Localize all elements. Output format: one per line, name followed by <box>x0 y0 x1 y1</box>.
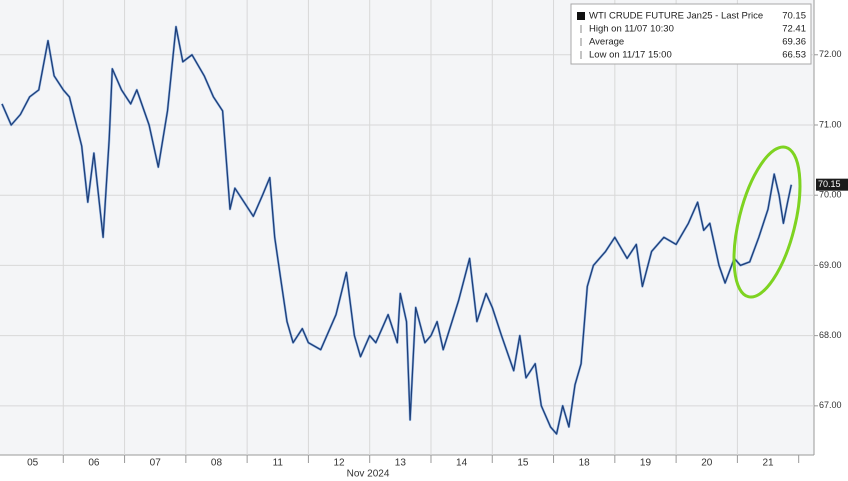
plot-background <box>0 0 814 455</box>
grid <box>0 0 814 455</box>
y-tick-label: 69.00 <box>819 260 842 270</box>
x-tick-label: 06 <box>88 458 100 469</box>
marks <box>0 25 793 436</box>
x-tick-label: 11 <box>273 458 284 469</box>
legend-swatch <box>577 12 585 20</box>
y-tick-label: 70.00 <box>819 190 842 200</box>
legend-label: Average <box>589 37 624 48</box>
legend-label: Low on 11/17 15:00 <box>589 50 672 61</box>
price-line <box>1 26 792 435</box>
y-tick-label: 72.00 <box>819 49 842 59</box>
legend-value: 70.15 <box>782 11 806 22</box>
x-tick-label: 20 <box>701 458 713 469</box>
last-price-tag <box>816 178 848 191</box>
highlight-ellipse <box>732 145 802 299</box>
x-tick-label: 08 <box>211 458 223 469</box>
legend-label: High on 11/07 10:30 <box>589 24 674 35</box>
y-tick-label: 67.00 <box>819 400 842 410</box>
last-price-label: 70.15 <box>818 179 841 189</box>
x-tick-label: 21 <box>762 458 774 469</box>
legend-label: WTI CRUDE FUTURE Jan25 - Last Price <box>589 11 763 22</box>
x-tick-label: 05 <box>27 458 39 469</box>
x-tick-label: 19 <box>640 458 652 469</box>
x-tick-label: 13 <box>395 458 407 469</box>
x-tick-label: 07 <box>150 458 162 469</box>
x-tick-label: 12 <box>333 458 345 469</box>
x-tick-label: 18 <box>579 458 591 469</box>
legend-value: 66.53 <box>782 50 806 61</box>
x-axis-label: Nov 2024 <box>347 469 390 480</box>
legend-value: 69.36 <box>782 37 806 48</box>
x-tick-label: 14 <box>456 458 468 469</box>
legend-value: 72.41 <box>782 24 806 35</box>
y-tick-label: 71.00 <box>819 119 842 129</box>
x-tick-label: 15 <box>517 458 529 469</box>
legend-box <box>570 3 812 65</box>
legend: WTI CRUDE FUTURE Jan25 - Last Price 70.15… <box>570 3 812 65</box>
y-tick-label: 68.00 <box>819 330 842 340</box>
